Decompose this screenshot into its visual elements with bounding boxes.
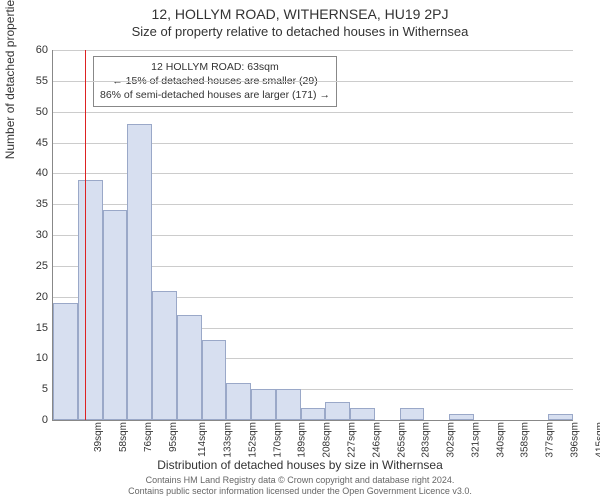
footer-line-1: Contains HM Land Registry data © Crown c… [0,475,600,486]
histogram-bar [350,408,375,420]
info-line-1: 12 HOLLYM ROAD: 63sqm [100,60,330,74]
histogram-bar [53,303,78,420]
chart-container: 12, HOLLYM ROAD, WITHERNSEA, HU19 2PJ Si… [0,0,600,500]
x-tick-label: 133sqm [223,422,234,458]
histogram-bar [276,389,301,420]
info-line-3: 86% of semi-detached houses are larger (… [100,88,330,102]
histogram-bar [226,383,251,420]
gridline-h [53,50,573,51]
title-sub: Size of property relative to detached ho… [0,22,600,39]
histogram-bar [449,414,474,420]
y-tick-label: 60 [8,44,48,56]
y-tick-label: 20 [8,291,48,303]
x-tick-label: 208sqm [322,422,333,458]
x-tick-label: 76sqm [143,422,154,452]
x-tick-label: 114sqm [197,422,208,457]
x-tick-label: 58sqm [118,422,129,452]
x-tick-label: 152sqm [248,422,259,458]
y-tick-label: 0 [8,414,48,426]
x-tick-label: 321sqm [470,422,481,458]
x-tick-label: 377sqm [545,422,556,458]
x-tick-label: 358sqm [520,422,531,458]
histogram-bar [127,124,152,420]
x-axis-label: Distribution of detached houses by size … [0,458,600,472]
footer-attribution: Contains HM Land Registry data © Crown c… [0,475,600,497]
y-tick-label: 55 [8,75,48,87]
y-tick-label: 45 [8,137,48,149]
histogram-bar [325,402,350,421]
title-main: 12, HOLLYM ROAD, WITHERNSEA, HU19 2PJ [0,0,600,22]
x-tick-label: 396sqm [569,422,580,458]
x-tick-label: 189sqm [297,422,308,458]
y-tick-label: 35 [8,198,48,210]
y-tick-label: 40 [8,167,48,179]
gridline-h [53,112,573,113]
y-tick-label: 5 [8,383,48,395]
histogram-bar [78,180,103,421]
y-tick-label: 10 [8,352,48,364]
x-tick-label: 95sqm [168,422,179,452]
histogram-bar [251,389,276,420]
y-tick-label: 25 [8,260,48,272]
histogram-bar [177,315,202,420]
histogram-bar [400,408,425,420]
y-tick-label: 30 [8,229,48,241]
histogram-bar [548,414,573,420]
x-tick-label: 39sqm [93,422,104,452]
gridline-h [53,81,573,82]
marker-line [85,50,86,420]
x-tick-label: 302sqm [446,422,457,458]
y-tick-label: 50 [8,106,48,118]
x-tick-label: 246sqm [371,422,382,458]
y-tick-label: 15 [8,322,48,334]
plot-area: 12 HOLLYM ROAD: 63sqm ← 15% of detached … [52,50,573,421]
x-tick-label: 283sqm [421,422,432,458]
histogram-bar [152,291,177,421]
x-tick-label: 227sqm [347,422,358,458]
histogram-bar [301,408,326,420]
histogram-bar [103,210,128,420]
x-tick-label: 415sqm [594,422,600,458]
x-tick-label: 265sqm [396,422,407,458]
x-tick-label: 170sqm [272,422,283,458]
x-tick-label: 340sqm [495,422,506,458]
footer-line-2: Contains public sector information licen… [0,486,600,497]
histogram-bar [202,340,227,420]
